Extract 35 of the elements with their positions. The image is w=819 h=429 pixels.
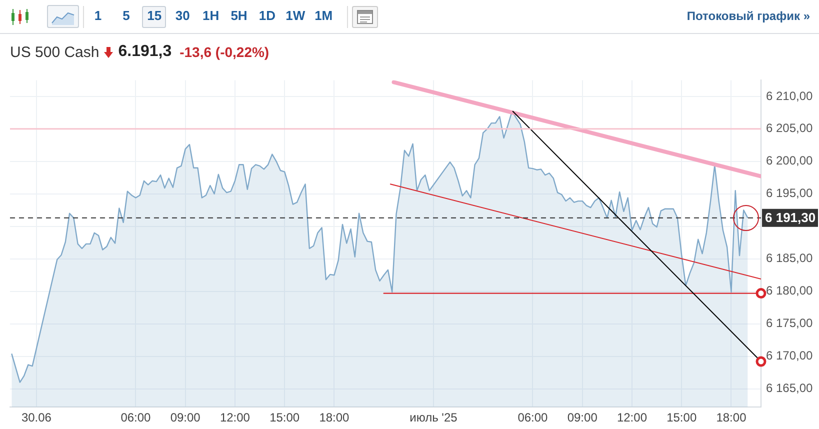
y-tick-label: 6 205,00 [766,121,814,136]
y-tick-label: 6 210,00 [766,88,814,103]
text: 1H [202,8,220,24]
x-tick-label: 06:00 [518,410,548,425]
y-tick-label: 6 165,00 [766,381,814,396]
text: 5H [230,8,248,24]
x-tick-label: 15:00 [270,410,300,425]
text: 1M [314,8,333,24]
text: Потоковый график » [686,9,810,23]
x-tick-label: 15:00 [666,410,697,425]
x-tick-label: 09:00 [567,410,598,425]
chart-subtitle: 6.191,3 [118,43,172,61]
chart-title: US 500 Cash [10,44,100,60]
text: 1D [258,8,276,24]
text: -13,6 (-0,22%) [180,44,270,60]
x-tick-label: 30.06 [21,410,52,425]
text: 1 [94,8,102,24]
x-tick-label: 06:00 [120,410,152,425]
y-tick-label: 6 170,00 [766,348,814,363]
y-tick-label: 6 175,00 [766,316,814,330]
text: 15 [147,8,162,24]
x-tick-label: июль '25 [410,410,458,425]
y-tick-label: 6 185,00 [766,251,814,266]
ref-line-label: 6 191,30 [765,210,816,226]
y-tick-label: 6 200,00 [766,154,814,168]
x-tick-label: 18:00 [319,410,350,425]
text: 30 [175,8,190,24]
x-tick-label: 09:00 [170,410,201,425]
x-tick-label: 12:00 [220,410,250,425]
x-tick-label: 12:00 [616,410,648,425]
text: 5 [122,8,130,24]
y-tick-label: 6 180,00 [766,284,814,298]
text: 1W [286,8,306,24]
x-tick-label: 18:00 [716,410,747,425]
y-tick-label: 6 195,00 [766,186,814,200]
